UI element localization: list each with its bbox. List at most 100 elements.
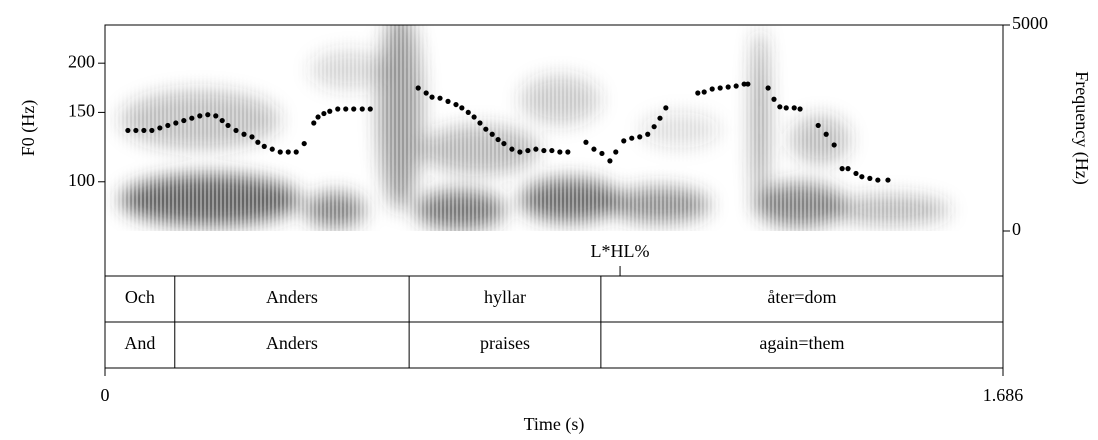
f0-point (651, 124, 657, 130)
tier-label: Och (125, 287, 155, 307)
f0-point (359, 106, 365, 112)
f0-point (823, 131, 829, 137)
f0-point (791, 105, 797, 111)
f0-point (315, 114, 321, 120)
f0-point (483, 126, 489, 132)
f0-point (471, 114, 477, 120)
f0-point (725, 84, 731, 90)
f0-point (311, 120, 317, 126)
f0-point (437, 95, 443, 101)
f0-point (859, 174, 865, 180)
f0-point (845, 166, 851, 172)
f0-point (197, 113, 203, 119)
f0-point (213, 113, 219, 119)
f0-point (173, 120, 179, 126)
f0-point (255, 139, 261, 145)
f0-point (599, 150, 605, 157)
tier-label: praises (480, 333, 530, 353)
f0-point (583, 139, 589, 145)
f0-point (293, 149, 299, 155)
f0-point (181, 117, 187, 124)
tier-label: åter=dom (767, 287, 836, 307)
f0-point (541, 147, 547, 154)
f0-point (301, 140, 307, 147)
f0-point (249, 134, 255, 140)
f0-point (613, 149, 619, 155)
f0-point (367, 106, 373, 112)
f0-point (695, 90, 701, 96)
f0-point (771, 96, 777, 102)
f0-point (321, 110, 327, 117)
f0-point (125, 127, 131, 134)
y2-tick-label: 0 (1012, 219, 1021, 239)
f0-point (875, 177, 881, 183)
x-tick-label: 0 (101, 385, 110, 405)
f0-point (831, 142, 837, 148)
x-axis-label: Time (s) (524, 414, 585, 435)
f0-point (853, 170, 859, 177)
f0-point (709, 86, 715, 92)
f0-point (621, 138, 627, 144)
f0-point (477, 120, 483, 126)
f0-point (717, 85, 723, 91)
f0-point (157, 125, 163, 131)
f0-point (277, 149, 283, 155)
tier-label: Anders (266, 287, 318, 307)
y-tick-label: 200 (68, 51, 95, 71)
f0-point (733, 83, 739, 89)
x-tick-label: 1.686 (983, 385, 1024, 405)
y-axis-label: F0 (Hz) (18, 100, 39, 157)
tier-label: Anders (266, 333, 318, 353)
f0-point (423, 90, 429, 96)
f0-point (663, 105, 669, 111)
f0-point (495, 136, 501, 143)
f0-point (453, 101, 459, 108)
tier-label: again=them (759, 333, 844, 353)
y2-tick-label: 5000 (1012, 13, 1048, 33)
f0-point (885, 177, 891, 183)
f0-point (517, 149, 523, 155)
f0-point (445, 98, 451, 104)
f0-point (149, 127, 155, 134)
f0-point (165, 122, 171, 129)
f0-point (343, 106, 349, 112)
f0-point (219, 117, 225, 124)
f0-point (327, 108, 333, 114)
f0-point (241, 131, 247, 137)
f0-point (777, 104, 783, 110)
f0-point (525, 147, 531, 154)
f0-point (645, 131, 651, 137)
y2-axis-label: Frequency (Hz) (1071, 71, 1092, 184)
f0-point (205, 112, 211, 118)
f0-point (509, 146, 515, 152)
f0-point (607, 158, 613, 164)
f0-point (269, 146, 275, 152)
tier-label: hyllar (484, 287, 526, 307)
f0-point (745, 81, 751, 87)
f0-point (489, 131, 495, 137)
spectrogram (105, 25, 1003, 231)
f0-point (261, 143, 267, 149)
f0-point (657, 115, 663, 121)
f0-point (629, 135, 635, 141)
y-tick-label: 150 (68, 101, 95, 121)
y-tick-label: 100 (68, 170, 95, 190)
f0-point (141, 127, 147, 134)
f0-point (765, 85, 771, 91)
f0-point (637, 134, 643, 140)
f0-point (591, 146, 597, 152)
f0-point (797, 106, 803, 112)
f0-point (225, 122, 231, 129)
f0-point (415, 85, 421, 91)
f0-point (867, 175, 873, 181)
f0-point (465, 109, 471, 116)
f0-point (459, 105, 465, 111)
f0-point (189, 115, 195, 121)
f0-point (815, 122, 821, 129)
f0-point (565, 149, 571, 155)
f0-point (285, 149, 291, 155)
f0-point (557, 149, 563, 155)
f0-point (701, 89, 707, 95)
f0-point (501, 140, 507, 147)
